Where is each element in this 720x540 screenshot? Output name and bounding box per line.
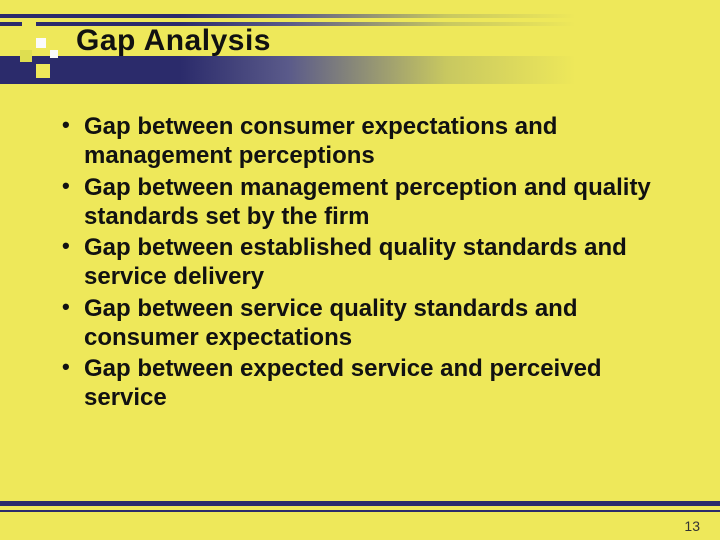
square-icon bbox=[36, 38, 46, 48]
header-stripe-1 bbox=[0, 14, 720, 18]
decorative-squares bbox=[14, 20, 69, 85]
header-gradient-band bbox=[0, 56, 720, 84]
square-icon bbox=[50, 50, 58, 58]
square-icon bbox=[20, 50, 32, 62]
bullet-item: Gap between consumer expectations and ma… bbox=[58, 112, 680, 171]
footer-divider-thick bbox=[0, 501, 720, 506]
page-number: 13 bbox=[684, 518, 700, 534]
square-icon bbox=[36, 64, 50, 78]
bullet-list: Gap between consumer expectations and ma… bbox=[58, 112, 680, 415]
bullet-item: Gap between expected service and perceiv… bbox=[58, 354, 680, 413]
bullet-item: Gap between established quality standard… bbox=[58, 233, 680, 292]
bullet-item: Gap between management perception and qu… bbox=[58, 173, 680, 232]
footer-divider-thin bbox=[0, 510, 720, 512]
bullet-item: Gap between service quality standards an… bbox=[58, 294, 680, 353]
square-icon bbox=[22, 20, 36, 34]
slide-title: Gap Analysis bbox=[76, 24, 271, 58]
